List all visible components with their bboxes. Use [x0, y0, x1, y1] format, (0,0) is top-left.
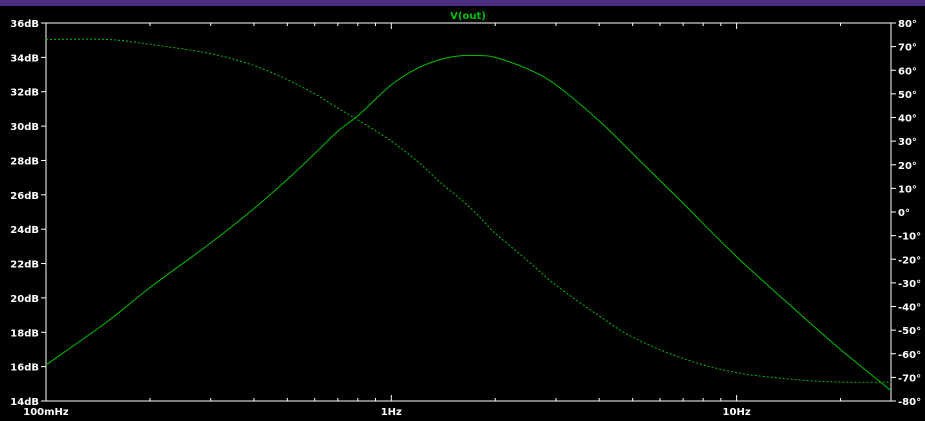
trace-label-vout[interactable]: V(out) — [450, 11, 486, 22]
x-tick-label: 10Hz — [723, 407, 751, 418]
left-tick-label: 26dB — [10, 191, 39, 202]
right-tick-label: -50° — [898, 326, 921, 337]
x-axis: 100mHz 1Hz 10Hz — [23, 23, 842, 418]
traces — [45, 38, 892, 392]
right-tick-label: 60° — [898, 66, 917, 77]
left-tick-label: 16dB — [10, 363, 39, 374]
right-tick-label: 50° — [898, 90, 917, 101]
right-tick-label: 80° — [898, 19, 917, 30]
right-tick-label: -10° — [898, 232, 921, 243]
right-tick-label: -30° — [898, 279, 921, 290]
left-tick-label: 18dB — [10, 328, 39, 339]
left-tick-label: 36dB — [10, 19, 39, 30]
plot-area[interactable] — [45, 22, 892, 402]
right-tick-label: 70° — [898, 43, 917, 54]
right-tick-label: -80° — [898, 397, 921, 408]
right-axis: 80° 70° 60° 50° 40° 30° 20° 10° 0° -10° -20° -30° -4… — [891, 19, 921, 408]
left-tick-label: 32dB — [10, 88, 39, 99]
x-tick-label: 100mHz — [23, 407, 69, 418]
right-tick-label: -40° — [898, 303, 921, 314]
magnitude-trace[interactable] — [45, 54, 892, 392]
right-tick-label: -60° — [898, 350, 921, 361]
left-tick-label: 22dB — [10, 260, 39, 271]
x-tick-label: 1Hz — [381, 407, 402, 418]
window-border — [0, 0, 925, 6]
left-tick-label: 30dB — [10, 122, 39, 133]
left-axis: 36dB 34dB 32dB 30dB 28dB 26dB 24dB 22dB 20dB 18dB… — [10, 19, 46, 408]
right-tick-label: 0° — [898, 208, 910, 219]
right-tick-label: 20° — [898, 161, 917, 172]
left-tick-label: 24dB — [10, 225, 39, 236]
right-tick-label: -20° — [898, 255, 921, 266]
left-tick-label: 34dB — [10, 53, 39, 64]
right-tick-label: 30° — [898, 137, 917, 148]
right-tick-label: 40° — [898, 114, 917, 125]
right-tick-label: 10° — [898, 184, 917, 195]
left-tick-label: 28dB — [10, 156, 39, 167]
right-tick-label: -70° — [898, 373, 921, 384]
left-tick-label: 14dB — [10, 397, 39, 408]
left-tick-label: 20dB — [10, 294, 39, 305]
